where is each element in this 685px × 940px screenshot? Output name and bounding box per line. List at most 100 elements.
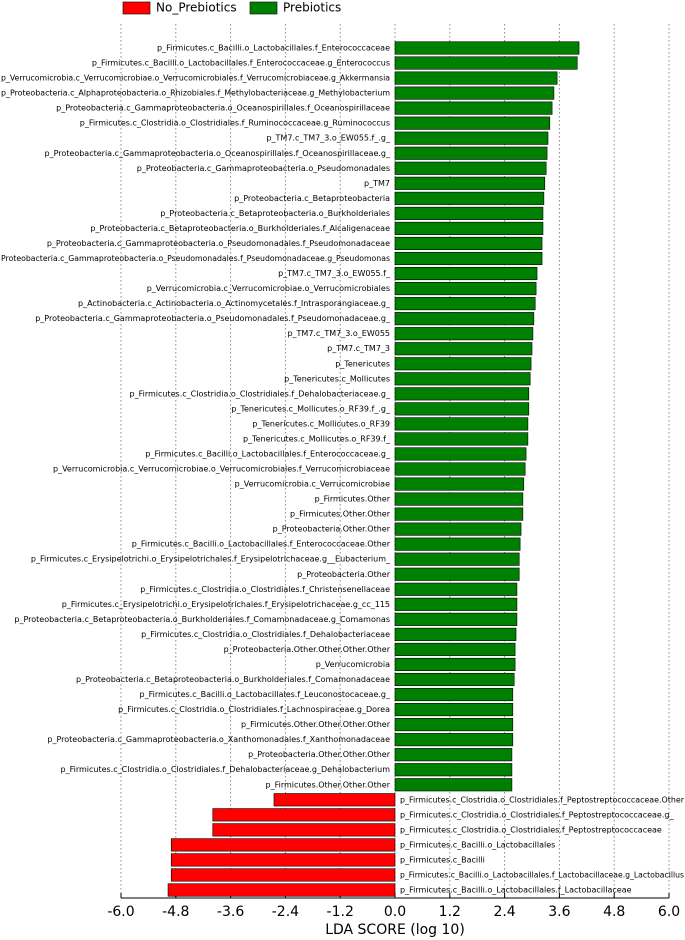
category-label: p_Firmicutes.Other.Other (290, 510, 391, 519)
category-label: p_Verrucomicrobia.c_Verrucomicrobiae.o_V… (147, 284, 390, 293)
category-label: p_Tenericutes (335, 359, 390, 368)
x-tick-label: -6.0 (107, 904, 134, 920)
bar (394, 372, 531, 386)
category-label: p_TM7.c_TM7_3.o_EW055.f_.g_ (266, 134, 391, 143)
bar (394, 297, 536, 311)
category-label: p_Verrucomicrobia.c_Verrucomicrobiae (235, 480, 390, 489)
x-tick-label: -4.8 (162, 904, 189, 920)
x-tick-label: 2.4 (493, 904, 515, 920)
category-label: p_Tenericutes.c_Mollicutes (284, 374, 390, 383)
bar (394, 417, 529, 431)
bar (394, 357, 532, 371)
bar (394, 251, 543, 266)
bar (394, 552, 520, 566)
bar (394, 642, 516, 656)
bar (394, 462, 526, 476)
bar (212, 808, 396, 822)
bar (170, 853, 396, 867)
legend-swatch (122, 1, 151, 15)
category-label: p_Proteobacteria.Other.Other (273, 525, 391, 534)
x-tick-label: 0.0 (384, 904, 406, 920)
category-label: p_TM7 (364, 179, 390, 188)
category-label: p_Firmicutes.c_Clostridia.o_Clostridiale… (400, 825, 662, 834)
bar (212, 823, 396, 837)
category-label: Proteobacteria.c_Gammaproteobacteria.o_P… (1, 254, 390, 263)
bar (170, 838, 396, 852)
category-label: p_Tenericutes.c_Mollicutes.o_RF39.f_.g_ (231, 404, 391, 413)
bar (394, 432, 529, 446)
bar (394, 507, 524, 521)
category-label: p_Verrucomicrobia.c_Verrucomicrobiae.o_V… (1, 74, 390, 83)
category-label: p_Firmicutes.c_Bacilli (400, 855, 485, 864)
bar (394, 342, 533, 356)
bar (394, 71, 558, 85)
category-label: p_Firmicutes.c_Clostridia.o_Clostridiale… (400, 810, 674, 819)
x-tick-label: 4.8 (603, 904, 625, 920)
category-label: p_TM7.c_TM7_3.o_EW055.f_ (278, 269, 391, 278)
category-label: p_Actinobacteria.c_Actinobacteria.o_Acti… (78, 299, 391, 308)
category-label: p_Proteobacteria.c_Betaproteobacteria.o_… (76, 675, 390, 684)
x-axis-label: LDA SCORE (log 10) (325, 922, 465, 938)
category-label: p_Firmicutes.c_Bacilli.o_Lactobacillales… (92, 59, 390, 68)
legend-swatch (249, 1, 278, 15)
category-label: p_Firmicutes.c_Clostridia.o_Clostridiale… (141, 630, 390, 639)
bar (394, 221, 544, 235)
category-label: p_Firmicutes.Other (315, 495, 391, 504)
category-label: p_Proteobacteria.c_Gammaproteobacteria.o… (45, 149, 391, 158)
category-label: p_Firmicutes.c_Clostridia.o_Clostridiale… (118, 705, 390, 714)
category-label: p_Verrucomicrobia (316, 660, 390, 669)
bar (394, 522, 522, 536)
bar (394, 733, 514, 747)
category-label: p_Firmicutes.c_Clostridia.o_Clostridiale… (400, 795, 685, 804)
bar (394, 672, 515, 687)
bar (394, 492, 524, 506)
category-label: p_Proteobacteria.c_Gammaproteobacteria.o… (35, 314, 391, 323)
bar (394, 191, 545, 205)
bar (394, 582, 518, 596)
category-label: p_Firmicutes.c_Bacilli.o_Lactobacillales… (157, 44, 390, 53)
legend-label: Prebiotics (283, 1, 341, 15)
bar (394, 447, 527, 461)
bar (394, 612, 518, 626)
bar (394, 718, 514, 732)
bar (394, 763, 513, 777)
category-label: p_Proteobacteria.c_Betaproteobacteria.o_… (14, 615, 390, 624)
x-tick-label: -1.2 (327, 904, 354, 920)
category-label: p_Firmicutes.c_Bacilli.o_Lactobacillales… (132, 540, 391, 549)
bar (394, 748, 513, 762)
legend-label: No_Prebiotics (156, 1, 237, 15)
bar (394, 56, 578, 70)
category-label: p_Firmicutes.c_Bacilli.o_Lactobacillales… (400, 870, 684, 879)
category-label: p_Proteobacteria.c_Gammaproteobacteria.o… (137, 164, 390, 173)
category-label: p_Tenericutes.c_Mollicutes.o_RF39.f_ (243, 434, 391, 443)
x-tick-label: 1.2 (439, 904, 461, 920)
category-label: p_Proteobacteria.c_Betaproteobacteria.o_… (90, 224, 390, 233)
category-label: p_Firmicutes.c_Clostridia.o_Clostridiale… (140, 585, 390, 594)
category-label: p_Firmicutes.c_Clostridia.o_Clostridiale… (130, 389, 391, 398)
x-tick-label: -2.4 (272, 904, 299, 920)
bar (394, 206, 544, 220)
category-label: p_Proteobacteria.c_Alphaproteobacteria.o… (1, 89, 390, 98)
bar (394, 597, 518, 611)
bar (394, 627, 517, 641)
category-label: p_Firmicutes.c_Bacilli.o_Lactobacillales… (400, 886, 632, 895)
category-label: p_Firmicutes.c_Bacilli.o_Lactobacillales… (140, 690, 391, 699)
category-label: p_Firmicutes.c_Clostridia.o_Clostridiale… (80, 119, 390, 128)
bar (394, 176, 546, 190)
bar (394, 387, 530, 401)
bar (394, 687, 514, 702)
category-label: p_Proteobacteria.c_Betaproteobacteria.o_… (160, 209, 390, 218)
bar (394, 41, 580, 55)
bar (394, 567, 520, 581)
category-label: p_Firmicutes.Other.Other.Other (266, 780, 391, 789)
bar (394, 477, 525, 491)
category-label: p_Firmicutes.c_Erysipelotrichi.o_Erysipe… (31, 555, 391, 564)
category-label: p_Firmicutes.c_Bacilli.o_Lactobacillales… (145, 449, 391, 458)
category-label: p_Firmicutes.c_Bacilli.o_Lactobacillales (400, 840, 555, 849)
category-label: p_Proteobacteria.c_Gammaproteobacteria.o… (47, 735, 390, 744)
category-label: p_Proteobacteria.Other (297, 570, 391, 579)
bar (394, 86, 555, 100)
bar (394, 266, 538, 281)
